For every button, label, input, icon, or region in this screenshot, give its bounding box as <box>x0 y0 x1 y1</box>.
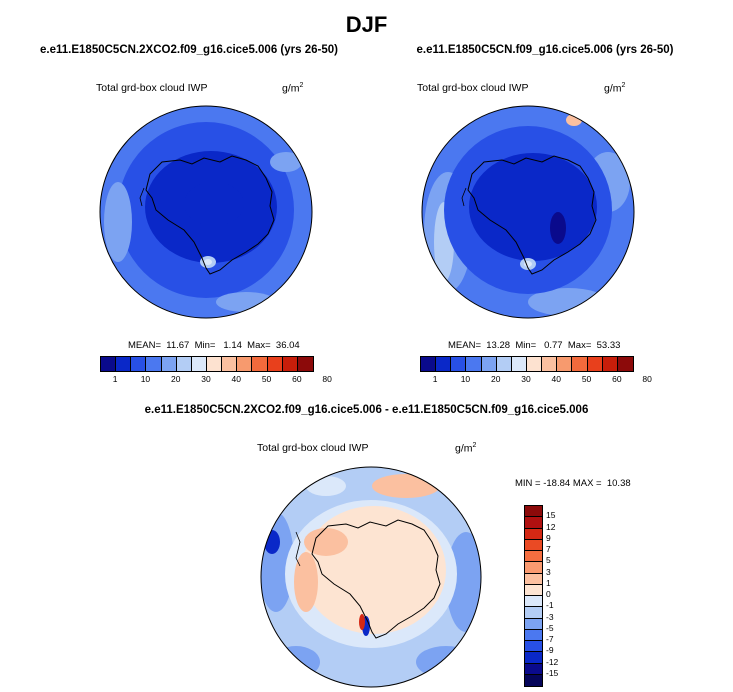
left-variable-label: Total grd-box cloud IWP <box>96 82 208 94</box>
colorbar-swatch <box>466 357 482 371</box>
colorbar-swatch <box>525 506 542 518</box>
colorbar-tick-label: 10 <box>460 374 471 384</box>
colorbar-tick-label: 15 <box>546 510 556 521</box>
colorbar-tick-label: 12 <box>546 521 556 532</box>
colorbar-swatch <box>161 357 177 371</box>
colorbar-swatch <box>557 357 573 371</box>
colorbar-swatch <box>525 596 542 608</box>
colorbar-swatch <box>191 357 207 371</box>
colorbar-tick-label: 60 <box>292 374 302 384</box>
colorbar-swatch <box>451 357 467 371</box>
colorbar-tick-label: 0 <box>546 589 551 599</box>
colorbar-swatch <box>481 357 497 371</box>
colorbar-swatch <box>526 357 543 371</box>
diff-units-label: g/m2 <box>455 442 477 455</box>
colorbar-tick-label: -15 <box>546 667 559 678</box>
colorbar-swatch <box>146 357 162 371</box>
colorbar-tick-label: -1 <box>546 600 554 611</box>
colorbar-tick-label: 80 <box>322 374 332 384</box>
right-units-label: g/m2 <box>604 82 626 95</box>
colorbar-swatch <box>101 357 117 371</box>
right-variable-label: Total grd-box cloud IWP <box>417 82 529 94</box>
right-colorbar <box>420 356 634 372</box>
left-polar-map <box>99 105 313 319</box>
colorbar-swatch <box>525 652 542 664</box>
colorbar-tick-label: 1 <box>112 374 118 384</box>
right-colorbar-ticks: 1 10 20 30 40 50 60 80 <box>420 374 652 386</box>
colorbar-tick-label: -5 <box>546 622 554 633</box>
colorbar-swatch <box>525 674 542 686</box>
colorbar-swatch <box>525 618 542 630</box>
left-colorbar <box>100 356 314 372</box>
left-case-title: e.e11.E1850C5CN.2XCO2.f09_g16.cice5.006 … <box>40 44 338 56</box>
colorbar-tick-label: 7 <box>546 544 551 554</box>
colorbar-swatch <box>525 551 542 563</box>
colorbar-tick-label: -12 <box>546 656 559 667</box>
colorbar-tick-label: 50 <box>261 374 272 384</box>
colorbar-swatch <box>525 584 542 596</box>
colorbar-tick-label: 30 <box>201 374 211 384</box>
colorbar-swatch <box>496 357 512 371</box>
diff-variable-label: Total grd-box cloud IWP <box>257 442 369 454</box>
diff-colorbar <box>524 505 543 687</box>
colorbar-swatch <box>267 357 283 371</box>
colorbar-swatch <box>116 357 132 371</box>
diff-stats: MIN = -18.84 MAX = 10.38 <box>515 478 631 489</box>
colorbar-swatch <box>222 357 238 371</box>
diff-colorbar-ticks: 15 12 9 7 5 3 1 0 -1 -3 -5 -7 -9 -12 -15 <box>546 505 576 685</box>
colorbar-swatch <box>617 357 633 371</box>
colorbar-tick-label: -7 <box>546 634 554 644</box>
colorbar-swatch <box>525 641 542 653</box>
colorbar-tick-label: 3 <box>546 566 551 577</box>
colorbar-tick-label: 1 <box>546 577 551 588</box>
colorbar-swatch <box>436 357 452 371</box>
colorbar-swatch <box>587 357 603 371</box>
colorbar-swatch <box>525 517 542 529</box>
colorbar-tick-label: 50 <box>581 374 592 384</box>
colorbar-swatch <box>237 357 253 371</box>
colorbar-swatch <box>252 357 268 371</box>
colorbar-swatch <box>421 357 437 371</box>
right-polar-map <box>421 105 635 319</box>
colorbar-swatch <box>525 573 542 585</box>
colorbar-swatch <box>525 607 542 619</box>
colorbar-swatch <box>525 539 542 551</box>
colorbar-swatch <box>282 357 298 371</box>
colorbar-tick-label: 5 <box>546 555 551 566</box>
colorbar-tick-label: 30 <box>521 374 531 384</box>
colorbar-tick-label: 1 <box>432 374 438 384</box>
colorbar-swatch <box>525 663 542 675</box>
colorbar-swatch <box>206 357 223 371</box>
colorbar-tick-label: -9 <box>546 645 554 656</box>
colorbar-swatch <box>525 562 542 574</box>
colorbar-tick-label: 40 <box>551 374 562 384</box>
left-stats: MEAN= 11.67 Min= 1.14 Max= 36.04 <box>128 340 300 351</box>
colorbar-swatch <box>176 357 192 371</box>
diff-case-title: e.e11.E1850C5CN.2XCO2.f09_g16.cice5.006 … <box>144 404 589 416</box>
diff-polar-map <box>260 466 482 688</box>
colorbar-swatch <box>602 357 618 371</box>
season-title: DJF <box>345 12 388 37</box>
colorbar-swatch <box>542 357 558 371</box>
colorbar-tick-label: -3 <box>546 611 554 622</box>
colorbar-swatch <box>572 357 588 371</box>
left-units-label: g/m2 <box>282 82 304 95</box>
left-colorbar-ticks: 1 10 20 30 40 50 60 80 <box>100 374 332 386</box>
right-case-title: e.e11.E1850C5CN.f09_g16.cice5.006 (yrs 2… <box>416 44 674 56</box>
colorbar-tick-label: 60 <box>612 374 622 384</box>
colorbar-tick-label: 40 <box>231 374 242 384</box>
colorbar-swatch <box>511 357 527 371</box>
colorbar-swatch <box>525 528 542 540</box>
colorbar-swatch <box>131 357 147 371</box>
colorbar-swatch <box>297 357 313 371</box>
colorbar-tick-label: 20 <box>170 374 181 384</box>
colorbar-tick-label: 80 <box>642 374 652 384</box>
colorbar-tick-label: 9 <box>546 532 551 543</box>
colorbar-tick-label: 10 <box>140 374 151 384</box>
right-stats: MEAN= 13.28 Min= 0.77 Max= 53.33 <box>448 340 621 351</box>
colorbar-swatch <box>525 629 542 641</box>
colorbar-tick-label: 20 <box>490 374 501 384</box>
